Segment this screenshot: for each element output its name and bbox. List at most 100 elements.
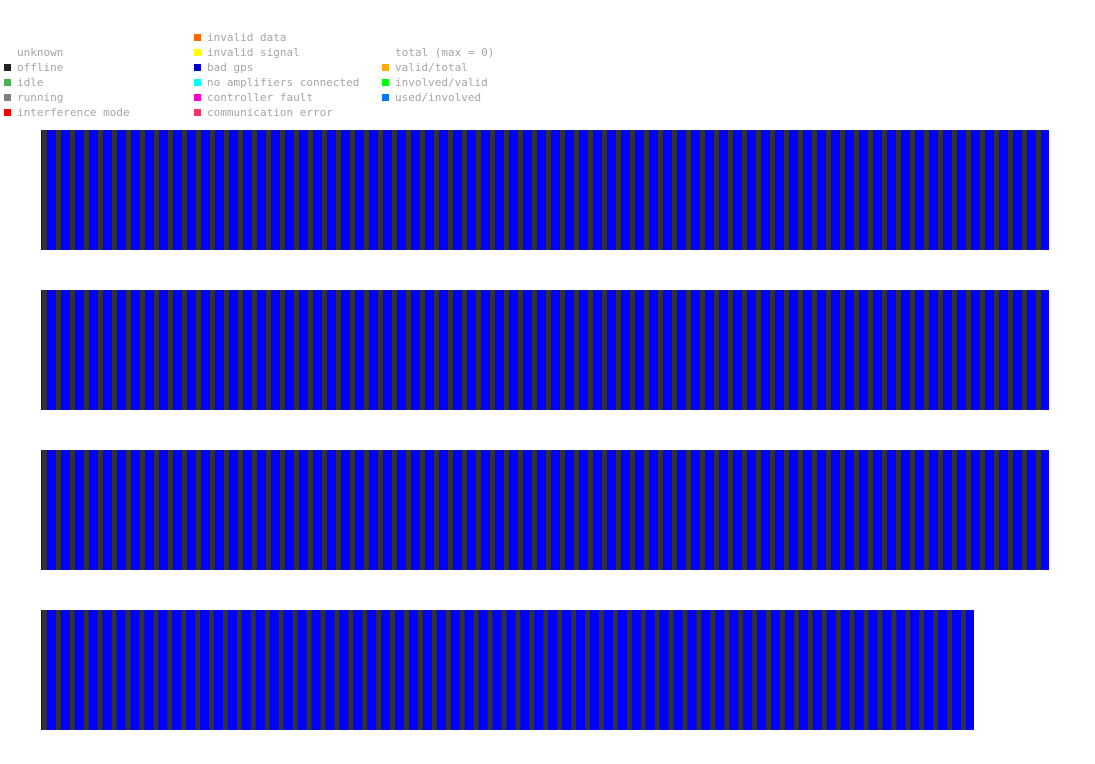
offline-cell: [490, 450, 495, 570]
offline-cell: [56, 290, 61, 410]
offline-cell: [826, 450, 831, 570]
offline-cell: [154, 130, 159, 250]
legend-item: total (max = 0): [382, 45, 494, 60]
offline-cell: [168, 130, 173, 250]
offline-cell: [752, 610, 758, 730]
offline-cell: [167, 610, 173, 730]
offline-cell: [952, 130, 957, 250]
legend-item: offline: [4, 60, 130, 75]
offline-cell: [588, 290, 593, 410]
offline-cell: [154, 450, 159, 570]
offline-cell: [487, 610, 493, 730]
offline-cell: [849, 610, 855, 730]
offline-cell: [238, 450, 243, 570]
offline-cell: [364, 290, 369, 410]
offline-cell: [854, 450, 859, 570]
offline-cell: [798, 450, 803, 570]
offline-cell: [1036, 290, 1041, 410]
legend-swatch-icon: [4, 49, 11, 56]
offline-cell: [462, 130, 467, 250]
offline-cell: [490, 130, 495, 250]
offline-cell: [994, 450, 999, 570]
offline-cell: [742, 130, 747, 250]
offline-cell: [546, 450, 551, 570]
offline-cell: [724, 610, 730, 730]
bad-gps-fill: [41, 130, 1049, 250]
offline-cell: [294, 290, 299, 410]
offline-cell: [417, 610, 423, 730]
offline-cell: [308, 130, 313, 250]
offline-cell: [350, 290, 355, 410]
offline-cell: [364, 450, 369, 570]
offline-cell: [868, 290, 873, 410]
offline-cell: [896, 130, 901, 250]
offline-cell: [209, 610, 214, 730]
offline-cell: [910, 130, 915, 250]
offline-cell: [1008, 290, 1013, 410]
legend-label: used/involved: [395, 91, 482, 104]
offline-cell: [210, 450, 215, 570]
offline-cell: [250, 610, 256, 730]
offline-cell: [658, 290, 663, 410]
offline-cell: [543, 610, 549, 730]
legend-item: [382, 105, 494, 120]
offline-cell: [840, 290, 845, 410]
offline-cell: [56, 450, 61, 570]
offline-cell: [139, 610, 145, 730]
offline-cell: [896, 290, 901, 410]
legend-label: idle: [17, 76, 44, 89]
offline-cell: [112, 130, 117, 250]
offline-cell: [196, 450, 201, 570]
offline-cell: [686, 290, 691, 410]
offline-cell: [938, 290, 943, 410]
offline-cell: [406, 450, 411, 570]
legend-label: unknown: [17, 46, 64, 59]
offline-cell: [70, 450, 75, 570]
offline-cell: [784, 450, 789, 570]
offline-cell: [431, 610, 437, 730]
status-cells: [41, 450, 1049, 570]
legend-swatch-icon: [382, 94, 389, 101]
offline-cell: [812, 130, 817, 250]
offline-cell: [672, 130, 677, 250]
legend-item: invalid signal: [194, 45, 359, 60]
status-bar-2: [41, 290, 1049, 410]
offline-cell: [420, 290, 425, 410]
offline-cell: [223, 610, 228, 730]
offline-cell: [70, 130, 75, 250]
legend-item: communication error: [194, 105, 359, 120]
offline-cell: [644, 130, 649, 250]
offline-cell: [574, 290, 579, 410]
offline-cell: [640, 610, 646, 730]
offline-cell: [700, 450, 705, 570]
offline-cell: [630, 130, 635, 250]
offline-cell: [682, 610, 688, 730]
offline-cell: [224, 290, 229, 410]
offline-cell: [905, 610, 911, 730]
offline-cell: [588, 450, 593, 570]
offline-cell: [210, 290, 215, 410]
offline-cell: [560, 130, 565, 250]
offline-cell: [55, 610, 61, 730]
offline-cell: [181, 610, 187, 730]
legend-column-errors: invalid data invalid signal bad gps no ampl…: [194, 30, 359, 120]
status-legend: unknown offline idle running interference mo…: [4, 30, 564, 122]
offline-cell: [868, 450, 873, 570]
offline-cell: [111, 610, 117, 730]
offline-cell: [334, 610, 340, 730]
offline-cell: [891, 610, 897, 730]
offline-cell: [700, 290, 705, 410]
offline-cell: [501, 610, 507, 730]
offline-cell: [854, 290, 859, 410]
offline-cell: [612, 610, 618, 730]
offline-cell: [770, 130, 775, 250]
offline-cell: [420, 130, 425, 250]
legend-item: interference mode: [4, 105, 130, 120]
status-cells: [41, 610, 974, 730]
offline-cell: [264, 610, 270, 730]
offline-cell: [336, 130, 341, 250]
offline-cell: [504, 130, 509, 250]
offline-cell: [602, 130, 607, 250]
offline-cell: [756, 130, 761, 250]
legend-swatch-icon: [4, 64, 11, 71]
